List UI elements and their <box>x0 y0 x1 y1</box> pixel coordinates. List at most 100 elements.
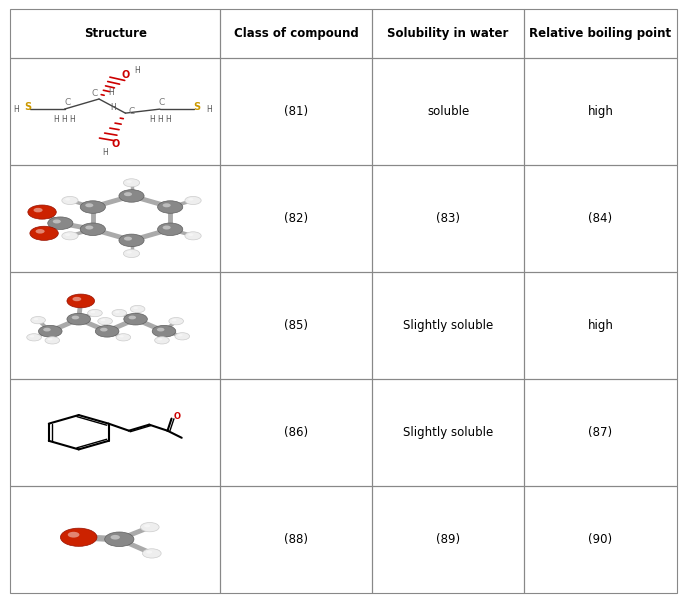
Circle shape <box>101 319 105 321</box>
Text: soluble: soluble <box>427 104 469 118</box>
Text: (83): (83) <box>436 212 460 225</box>
Circle shape <box>142 549 161 558</box>
Circle shape <box>124 236 132 241</box>
Circle shape <box>72 297 81 302</box>
Circle shape <box>131 305 145 313</box>
Text: high: high <box>587 104 613 118</box>
Circle shape <box>172 319 177 321</box>
Circle shape <box>65 233 70 236</box>
Text: H: H <box>135 66 140 75</box>
Circle shape <box>45 336 60 344</box>
Circle shape <box>146 551 153 554</box>
Circle shape <box>133 307 138 309</box>
Text: H: H <box>102 148 108 157</box>
Circle shape <box>31 317 45 324</box>
Circle shape <box>126 251 132 254</box>
Circle shape <box>188 233 193 236</box>
Circle shape <box>48 338 53 341</box>
Text: H: H <box>62 115 67 124</box>
Circle shape <box>68 532 80 538</box>
Circle shape <box>185 232 201 240</box>
Circle shape <box>67 294 95 308</box>
Circle shape <box>80 223 105 236</box>
Circle shape <box>53 219 61 224</box>
Circle shape <box>34 208 43 212</box>
Text: H: H <box>149 115 155 124</box>
Circle shape <box>124 314 147 325</box>
Text: H: H <box>54 115 59 124</box>
Circle shape <box>144 525 150 528</box>
Circle shape <box>163 226 170 230</box>
Text: H: H <box>70 115 76 124</box>
Text: H: H <box>13 104 19 113</box>
Text: C: C <box>92 89 98 98</box>
Circle shape <box>124 178 139 187</box>
Text: (86): (86) <box>284 426 308 439</box>
Circle shape <box>88 309 102 317</box>
Circle shape <box>126 180 132 183</box>
Circle shape <box>62 232 78 240</box>
Circle shape <box>185 197 201 204</box>
Text: O: O <box>111 139 120 150</box>
Circle shape <box>43 328 51 332</box>
Text: Relative boiling point: Relative boiling point <box>529 27 671 40</box>
Circle shape <box>71 315 79 320</box>
Circle shape <box>175 333 190 340</box>
Circle shape <box>124 192 132 196</box>
Text: H: H <box>109 89 114 98</box>
Circle shape <box>36 229 45 233</box>
Text: C: C <box>65 98 71 107</box>
Circle shape <box>112 309 126 317</box>
Circle shape <box>27 333 41 341</box>
Circle shape <box>155 336 169 344</box>
Circle shape <box>34 318 38 320</box>
Text: Slightly soluble: Slightly soluble <box>403 319 493 332</box>
Text: C: C <box>159 98 165 107</box>
Circle shape <box>157 328 164 332</box>
Circle shape <box>85 226 93 230</box>
Text: C: C <box>128 107 135 116</box>
Circle shape <box>30 226 58 241</box>
Text: O: O <box>122 70 130 80</box>
Circle shape <box>60 528 97 546</box>
Text: H: H <box>165 115 171 124</box>
Circle shape <box>140 522 159 532</box>
Circle shape <box>188 198 193 201</box>
Circle shape <box>30 335 34 338</box>
Text: (87): (87) <box>588 426 612 439</box>
Text: (82): (82) <box>284 212 308 225</box>
Text: Solubility in water: Solubility in water <box>387 27 509 40</box>
Circle shape <box>119 234 144 247</box>
Circle shape <box>153 326 176 337</box>
Circle shape <box>100 328 108 332</box>
Circle shape <box>47 217 73 230</box>
Text: O: O <box>173 412 180 421</box>
Circle shape <box>119 190 144 202</box>
Circle shape <box>65 198 70 201</box>
Circle shape <box>111 535 120 540</box>
Text: high: high <box>587 319 613 332</box>
Circle shape <box>104 532 134 546</box>
Text: (89): (89) <box>436 533 460 546</box>
Circle shape <box>98 318 113 325</box>
Circle shape <box>124 250 139 257</box>
Text: (85): (85) <box>284 319 308 332</box>
Circle shape <box>38 326 62 337</box>
Circle shape <box>80 201 105 213</box>
Circle shape <box>85 203 93 207</box>
Text: Structure: Structure <box>84 27 147 40</box>
Circle shape <box>115 311 120 313</box>
Circle shape <box>67 314 91 325</box>
Circle shape <box>163 203 170 207</box>
Circle shape <box>157 223 183 236</box>
Text: S: S <box>193 102 200 112</box>
Circle shape <box>28 205 56 219</box>
Text: H: H <box>206 104 212 113</box>
Circle shape <box>157 201 183 213</box>
Circle shape <box>91 311 95 313</box>
Circle shape <box>128 315 136 320</box>
Circle shape <box>116 333 131 341</box>
Text: (84): (84) <box>588 212 612 225</box>
Circle shape <box>95 326 119 337</box>
Circle shape <box>119 335 124 338</box>
